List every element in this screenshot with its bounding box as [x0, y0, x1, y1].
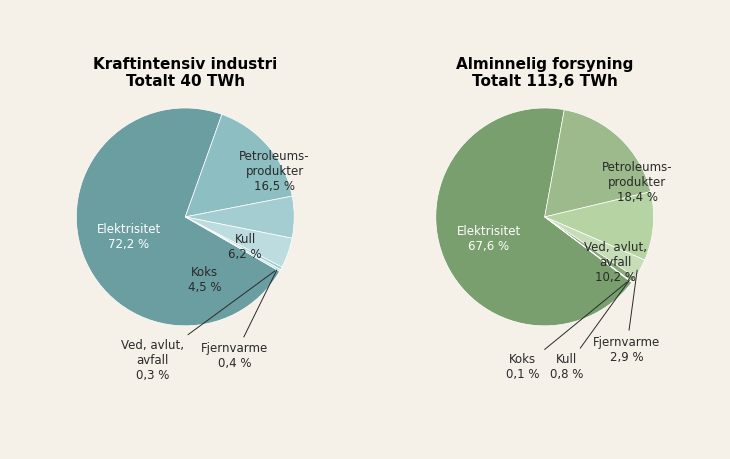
Wedge shape: [545, 217, 632, 282]
Text: Elektrisitet
72,2 %: Elektrisitet 72,2 %: [97, 224, 161, 252]
Title: Kraftintensiv industri
Totalt 40 TWh: Kraftintensiv industri Totalt 40 TWh: [93, 56, 277, 89]
Text: Ved, avlut,
avfall
10,2 %: Ved, avlut, avfall 10,2 %: [584, 241, 647, 284]
Text: Koks
4,5 %: Koks 4,5 %: [188, 266, 222, 294]
Wedge shape: [185, 217, 292, 267]
Text: Kull
0,8 %: Kull 0,8 %: [550, 280, 629, 381]
Wedge shape: [545, 192, 653, 260]
Wedge shape: [77, 108, 280, 326]
Text: Petroleums-
produkter
16,5 %: Petroleums- produkter 16,5 %: [239, 150, 310, 193]
Wedge shape: [185, 114, 292, 217]
Wedge shape: [436, 108, 631, 326]
Text: Petroleums-
produkter
18,4 %: Petroleums- produkter 18,4 %: [602, 161, 672, 203]
Wedge shape: [545, 110, 650, 217]
Title: Alminnelig forsyning
Totalt 113,6 TWh: Alminnelig forsyning Totalt 113,6 TWh: [456, 56, 634, 89]
Text: Fjernvarme
0,4 %: Fjernvarme 0,4 %: [201, 270, 277, 370]
Wedge shape: [185, 217, 282, 269]
Wedge shape: [545, 217, 645, 277]
Text: Elektrisitet
67,6 %: Elektrisitet 67,6 %: [457, 224, 521, 252]
Wedge shape: [185, 217, 280, 271]
Wedge shape: [545, 217, 635, 282]
Text: Koks
0,1 %: Koks 0,1 %: [506, 282, 627, 381]
Text: Kull
6,2 %: Kull 6,2 %: [228, 233, 262, 261]
Wedge shape: [185, 196, 294, 238]
Text: Ved, avlut,
avfall
0,3 %: Ved, avlut, avfall 0,3 %: [121, 271, 274, 382]
Text: Fjernvarme
2,9 %: Fjernvarme 2,9 %: [593, 270, 660, 364]
